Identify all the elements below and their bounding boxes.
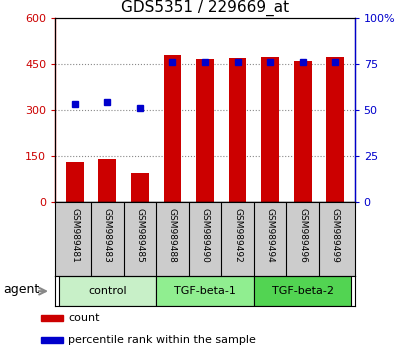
Text: GSM989499: GSM989499 [330, 208, 339, 263]
Text: GSM989492: GSM989492 [232, 208, 241, 262]
Bar [41, 315, 63, 321]
Text: agent: agent [3, 283, 39, 296]
Bar [293, 61, 311, 202]
Title: GDS5351 / 229669_at: GDS5351 / 229669_at [121, 0, 288, 16]
Text: GSM989488: GSM989488 [168, 208, 177, 263]
Text: GSM989490: GSM989490 [200, 208, 209, 263]
Text: TGF-beta-1: TGF-beta-1 [174, 286, 235, 296]
Text: count: count [68, 313, 99, 323]
Bar [253, 276, 351, 306]
Text: GSM989496: GSM989496 [297, 208, 306, 263]
Text: TGF-beta-2: TGF-beta-2 [271, 286, 333, 296]
Bar [261, 57, 279, 202]
Bar [98, 159, 116, 202]
Text: GSM989481: GSM989481 [70, 208, 79, 263]
Bar [156, 276, 253, 306]
Text: GSM989485: GSM989485 [135, 208, 144, 263]
Bar [58, 276, 156, 306]
Bar [163, 55, 181, 202]
Bar [130, 173, 148, 202]
Text: GSM989494: GSM989494 [265, 208, 274, 262]
Text: percentile rank within the sample: percentile rank within the sample [68, 335, 255, 345]
Bar [196, 59, 213, 202]
Bar [228, 58, 246, 202]
Text: control: control [88, 286, 126, 296]
Bar [326, 57, 343, 202]
Text: GSM989483: GSM989483 [103, 208, 112, 263]
Bar [66, 162, 83, 202]
Bar [41, 337, 63, 343]
